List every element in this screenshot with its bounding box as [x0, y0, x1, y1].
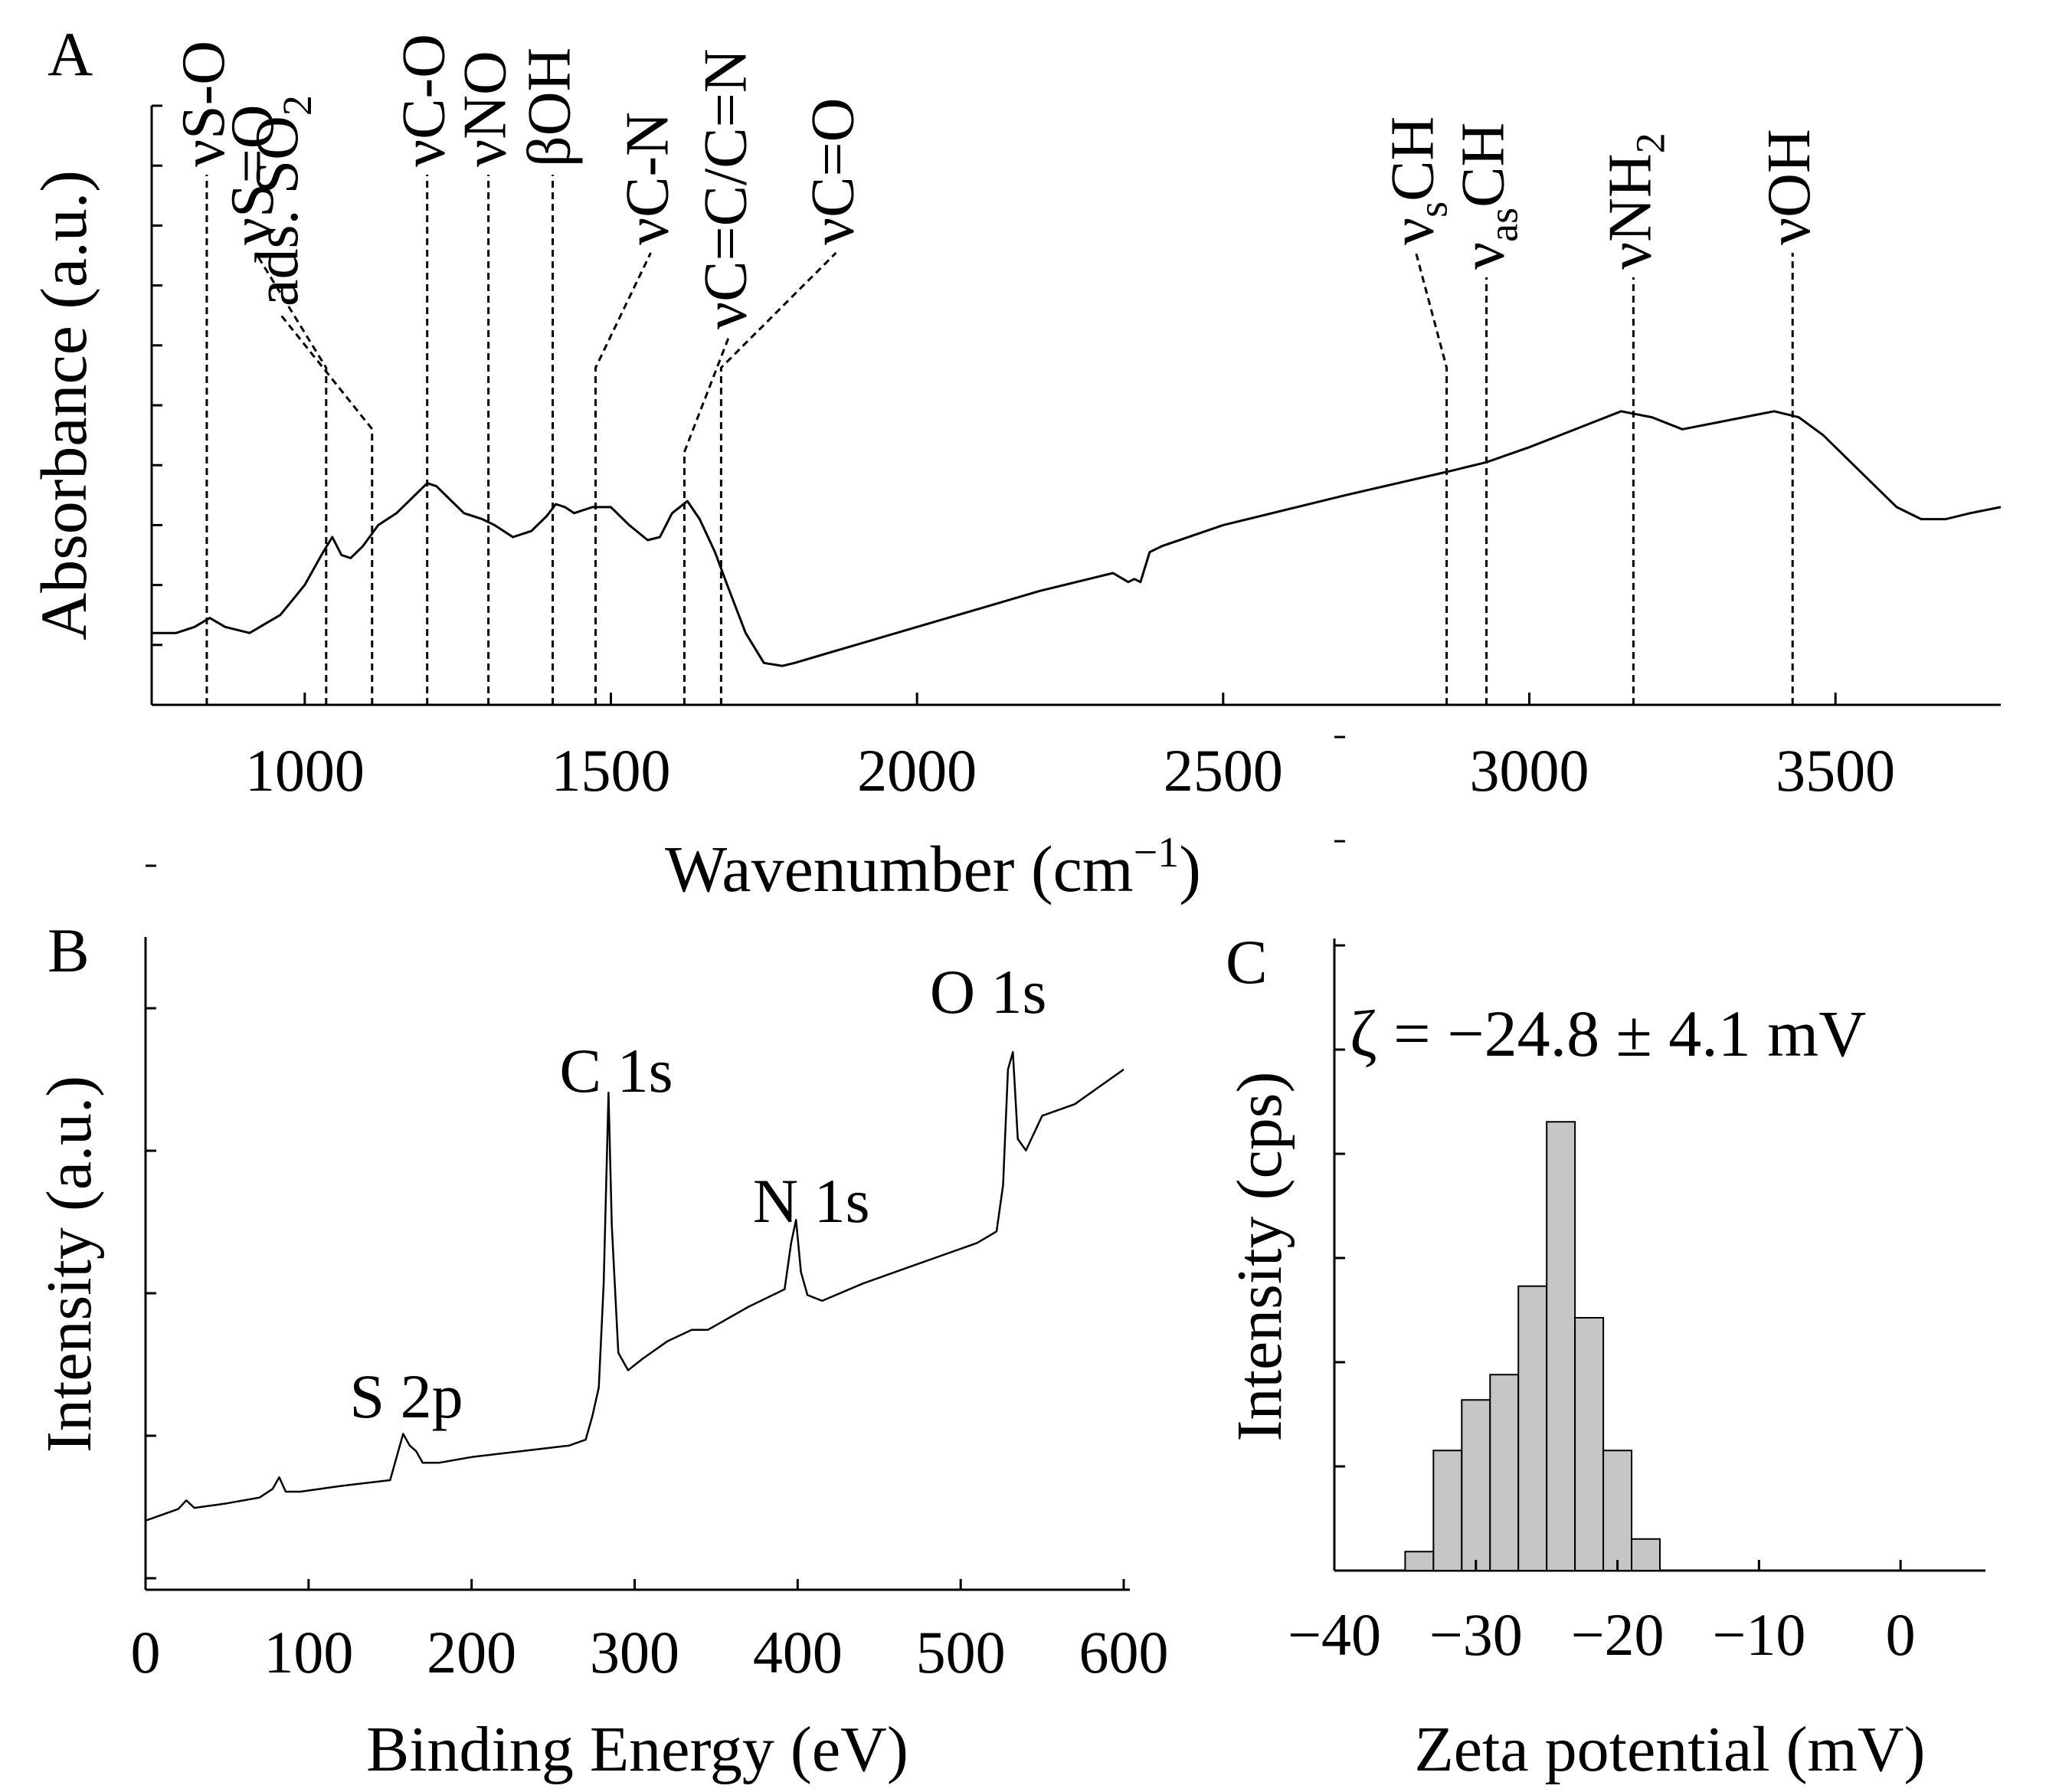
panel-b-x-tick-label: 200 [427, 1619, 516, 1686]
panel-b-xps-chart: 0 100 200 300 400 500 600 S 2p C 1s N 1s O 1s Bin… [34, 864, 1169, 1785]
panel-c-y-ticks [1334, 735, 1345, 1468]
panel-a-x-tick-label: 1000 [245, 737, 365, 804]
panel-c-x-label: Zeta potential (mV) [1414, 1714, 1925, 1785]
panel-a-band-marker [1415, 252, 1449, 705]
panel-c-x-tick-label: −40 [1288, 1601, 1381, 1668]
panel-b-intensity-trace [145, 1051, 1124, 1522]
panel-c-bar [1432, 1450, 1463, 1571]
panel-c-bar [1461, 1399, 1491, 1571]
panel-b-y-label: Intensity (a.u.) [34, 1076, 105, 1453]
panel-a-x-tick-label: 3500 [1776, 737, 1895, 804]
panel-a-x-ticks: 1000 1500 2000 2500 3000 3500 [245, 693, 1895, 804]
panel-a-band-label: νC-O [391, 34, 458, 167]
panel-a-absorbance-trace [152, 410, 2002, 667]
panel-a-y-ticks [152, 104, 162, 647]
panel-a-x-tick-label: 1500 [552, 737, 671, 804]
panel-b-peak-label: O 1s [930, 957, 1047, 1027]
panel-c-bar [1517, 1285, 1548, 1571]
panel-c-zeta-value: ζ = −24.8 ± 4.1 mV [1350, 997, 1866, 1070]
panel-b-x-ticks: 0 100 200 300 400 500 600 [131, 1579, 1169, 1686]
panel-a-band-marker [719, 251, 837, 705]
panel-a-band-label: νS-O [170, 41, 237, 167]
panel-c-bar [1631, 1538, 1661, 1571]
panel-a-x-tick-label: 3000 [1470, 737, 1589, 804]
panel-c-bar [1574, 1317, 1605, 1571]
panel-a-x-label: Wavenumber (cm−1) [665, 829, 1201, 906]
panel-c-bar [1404, 1551, 1435, 1571]
panel-b-peak-label: N 1s [753, 1166, 870, 1236]
panel-b-x-tick-label: 300 [590, 1619, 679, 1686]
panel-c-x-tick-label: −30 [1429, 1601, 1523, 1668]
panel-a-band-marker [279, 313, 374, 705]
panel-a-band-label: νS=O [219, 104, 286, 245]
panel-b-x-tick-label: 100 [264, 1619, 353, 1686]
panel-a-band-label: ads. SO2 [244, 95, 320, 306]
panel-a-band-marker [594, 252, 652, 705]
panel-a-band-marker [254, 252, 328, 705]
panel-c-bar [1602, 1450, 1633, 1571]
panel-a-band-label: νOH [1756, 129, 1823, 245]
panel-a-band-marker [683, 336, 730, 705]
panel-a-band-label: νC=C/C=N [692, 49, 759, 329]
panel-c-zeta-histogram: −40 −30 −20 −10 0 ζ = −24.8 ± 4.1 mV Zeta po… [1224, 735, 1985, 1785]
panel-a-y-label: Absorbance (a.u.) [27, 170, 100, 640]
panel-label-b: B [47, 916, 90, 985]
panel-label-c: C [1226, 927, 1268, 997]
panel-b-x-tick-label: 500 [916, 1619, 1006, 1686]
panel-b-peak-label: C 1s [559, 1036, 673, 1106]
panel-b-y-ticks [146, 864, 156, 1580]
panel-b-x-tick-label: 600 [1079, 1619, 1169, 1686]
panel-c-x-tick-label: −10 [1712, 1601, 1805, 1668]
panel-a-band-label: νsCH [1380, 116, 1456, 245]
panel-c-bar [1546, 1121, 1576, 1571]
panel-c-x-tick-label: 0 [1886, 1601, 1916, 1668]
panel-a-x-tick-label: 2500 [1164, 737, 1283, 804]
panel-c-x-tick-label: −20 [1571, 1601, 1665, 1668]
panel-a-band-label: νNO [452, 51, 519, 167]
panel-a-band-label: νC-N [614, 112, 682, 245]
panel-b-x-label: Binding Energy (eV) [366, 1714, 908, 1785]
panel-c-y-label: Intensity (cps) [1224, 1072, 1295, 1442]
panel-b-x-tick-label: 400 [753, 1619, 843, 1686]
panel-c-bar [1489, 1374, 1520, 1571]
panel-b-peak-labels: S 2p C 1s N 1s O 1s [349, 957, 1046, 1431]
panel-c-x-ticks: −40 −30 −20 −10 0 [1288, 1560, 1916, 1668]
panel-a-band-label: νC=O [799, 98, 866, 245]
panel-a-x-tick-label: 2000 [857, 737, 977, 804]
panel-b-peak-label: S 2p [349, 1361, 463, 1431]
panel-label-a: A [47, 19, 93, 89]
panel-b-x-tick-label: 0 [131, 1619, 161, 1686]
panel-a-band-label: βOH [516, 48, 584, 167]
panel-a-band-label: νNH2 [1596, 133, 1673, 270]
panel-a-band-label: νasCH [1450, 123, 1527, 270]
panel-c-bars [1404, 1121, 1661, 1571]
